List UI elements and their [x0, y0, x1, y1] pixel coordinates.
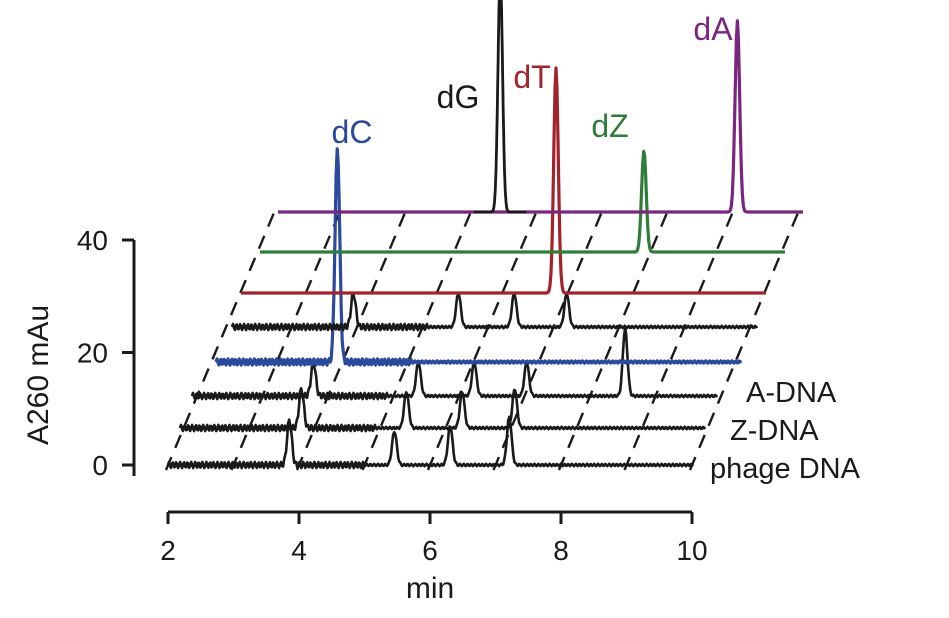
trace-da [277, 19, 804, 214]
trace-dt [240, 66, 767, 295]
sample-label-z-dna: Z-DNA [730, 415, 819, 447]
time-guide-line [623, 207, 736, 471]
y-tick-label: 40 [77, 225, 108, 256]
y-tick-label: 20 [77, 338, 108, 369]
y-ticks: 0 20 40 [77, 225, 134, 481]
traces [166, 0, 804, 470]
x-ticks: 2 4 6 8 10 [160, 512, 708, 566]
peak-label-dg: dG [437, 79, 480, 115]
x-tick-label: 8 [553, 535, 569, 566]
trace-dc [214, 147, 743, 367]
sample-label-phage-dna: phage DNA [710, 453, 861, 485]
x-tick-label: 6 [422, 535, 438, 566]
time-guide-line [361, 207, 474, 471]
trace-dz [259, 149, 786, 254]
trace-a-dna [190, 326, 719, 401]
y-axis: 0 20 40 [77, 225, 136, 481]
y-axis-title: A260 mAu [22, 305, 55, 445]
y-tick-label: 0 [92, 450, 108, 481]
trace-dg-peak [474, 0, 527, 214]
peak-label-dt: dT [513, 59, 550, 95]
x-tick-label: 2 [160, 535, 176, 566]
peak-label-da: dA [693, 11, 733, 47]
time-guide-line [426, 207, 540, 471]
x-axis: 2 4 6 8 10 [160, 510, 708, 566]
x-axis-title: min [406, 572, 454, 605]
trace-z-dna [178, 386, 707, 433]
peak-label-dc: dC [332, 114, 373, 150]
x-tick-label: 4 [291, 535, 307, 566]
sample-label-a-dna: A-DNA [746, 377, 837, 409]
time-guide-line [557, 207, 671, 471]
trace-sample [230, 291, 759, 332]
peak-label-dz: dZ [591, 108, 628, 144]
x-tick-label: 10 [676, 535, 707, 566]
trace-phage-dna [166, 415, 695, 470]
